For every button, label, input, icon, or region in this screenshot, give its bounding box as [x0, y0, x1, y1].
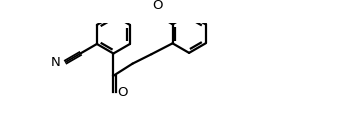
- Text: O: O: [117, 86, 128, 99]
- Text: O: O: [152, 0, 163, 12]
- Text: N: N: [51, 56, 61, 69]
